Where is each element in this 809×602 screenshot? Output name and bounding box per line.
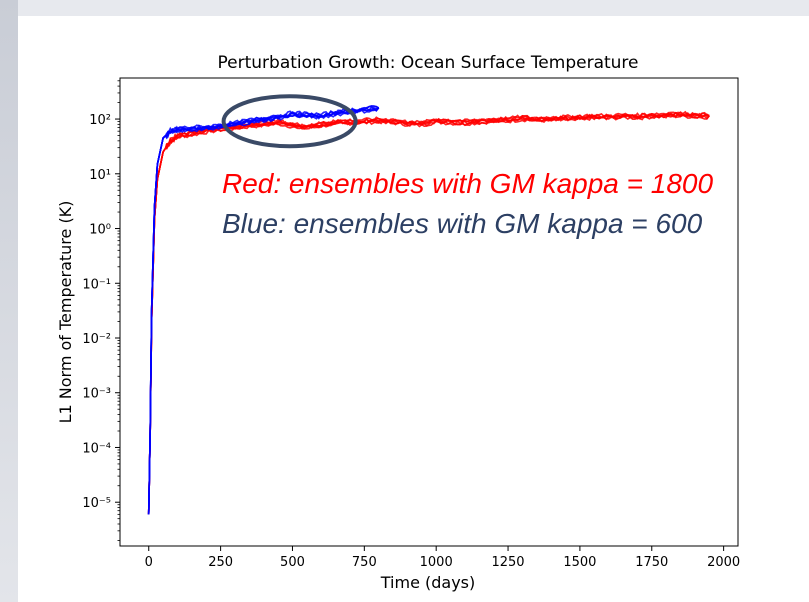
- slide-left-edge: [0, 0, 18, 602]
- highlight-ellipse: [221, 94, 358, 149]
- y-tick-label: 10¹: [89, 168, 111, 183]
- x-axis: 0 250 500 750 1000 1250 1500 1750 2000: [145, 546, 740, 570]
- x-tick-label: 500: [280, 555, 305, 570]
- x-tick-label: 250: [208, 555, 233, 570]
- plot-frame: [119, 77, 739, 547]
- x-tick-label: 1250: [491, 555, 524, 570]
- x-tick-label: 750: [352, 555, 377, 570]
- annotation-blue: Blue: ensembles with GM kappa = 600: [222, 208, 703, 239]
- y-axis-title: L1 Norm of Temperature (K): [56, 201, 75, 424]
- y-tick-label: 10⁻⁵: [82, 496, 111, 511]
- slide-top-edge: [0, 0, 809, 16]
- x-tick-label: 1750: [635, 555, 668, 570]
- y-tick-label: 10⁻⁴: [82, 441, 111, 456]
- ensemble-trace: [147, 104, 380, 515]
- y-axis: 10⁻⁵ 10⁻⁴ 10⁻³ 10⁻² 10⁻¹ 10⁰ 10¹ 10²: [82, 80, 120, 541]
- x-tick-label: 1500: [563, 555, 596, 570]
- y-tick-label: 10⁻¹: [82, 277, 111, 292]
- chart-title: Perturbation Growth: Ocean Surface Tempe…: [218, 53, 639, 73]
- x-tick-label: 0: [145, 555, 153, 570]
- x-tick-label: 1000: [420, 555, 453, 570]
- y-tick-label: 10⁻²: [82, 332, 111, 347]
- y-tick-label: 10⁰: [89, 223, 111, 238]
- annotation-red: Red: ensembles with GM kappa = 1800: [222, 168, 713, 199]
- x-tick-label: 2000: [707, 555, 740, 570]
- series-layer: [147, 104, 710, 515]
- y-tick-label: 10²: [89, 113, 111, 128]
- x-axis-title: Time (days): [380, 573, 476, 592]
- y-tick-label: 10⁻³: [82, 387, 111, 402]
- series-blue: [147, 104, 380, 515]
